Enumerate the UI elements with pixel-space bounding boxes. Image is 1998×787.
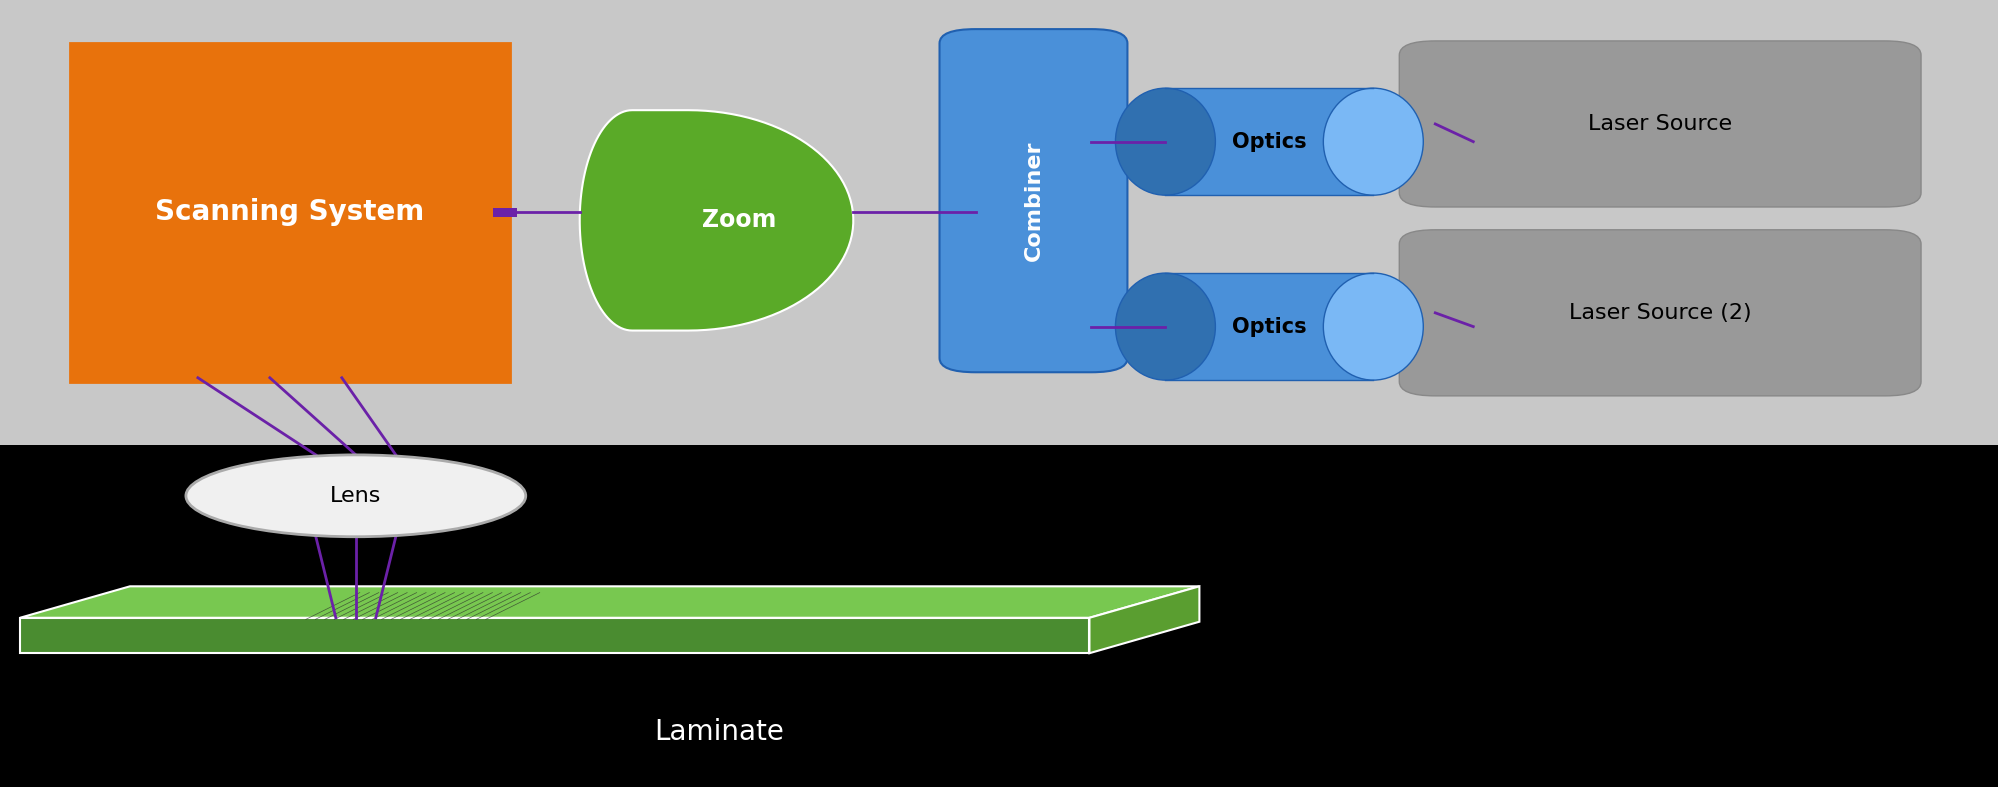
Ellipse shape [1323,88,1423,195]
Text: Zoom: Zoom [701,209,777,232]
Text: Lens: Lens [330,486,382,506]
Bar [0,0,1998,445]
Text: Combiner: Combiner [1023,140,1043,261]
FancyBboxPatch shape [1165,273,1373,380]
FancyBboxPatch shape [939,29,1127,372]
FancyBboxPatch shape [1165,88,1373,195]
FancyBboxPatch shape [1399,41,1920,207]
Ellipse shape [1115,273,1215,380]
FancyBboxPatch shape [1399,230,1920,396]
Polygon shape [579,110,853,331]
Bar [0,445,1998,787]
Ellipse shape [1115,88,1215,195]
Text: Scanning System: Scanning System [156,198,424,227]
Polygon shape [1089,586,1199,653]
FancyBboxPatch shape [70,43,509,382]
Text: Laser Source: Laser Source [1586,114,1732,134]
Polygon shape [20,618,1089,653]
Text: Laminate: Laminate [655,718,783,746]
Polygon shape [20,586,1199,618]
Text: Optics: Optics [1231,316,1307,337]
Text: Laser Source (2): Laser Source (2) [1568,303,1750,323]
Ellipse shape [1323,273,1423,380]
Text: Optics: Optics [1231,131,1307,152]
Bar [492,208,515,217]
Ellipse shape [186,455,525,537]
